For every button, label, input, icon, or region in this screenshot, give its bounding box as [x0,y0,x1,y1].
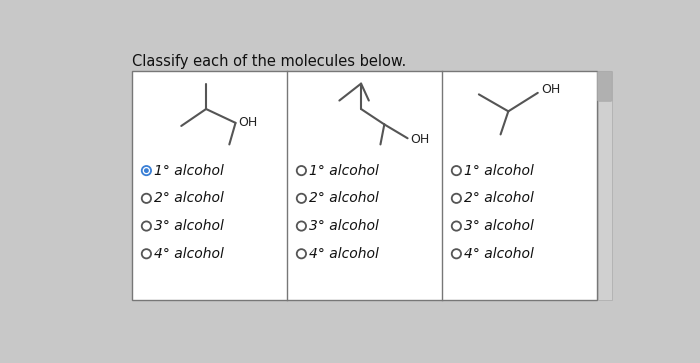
Text: 1° alcohol: 1° alcohol [154,164,224,178]
Circle shape [141,194,151,203]
Text: 4° alcohol: 4° alcohol [154,247,224,261]
Text: 3° alcohol: 3° alcohol [154,219,224,233]
Text: Classify each of the molecules below.: Classify each of the molecules below. [132,54,407,69]
Circle shape [141,249,151,258]
Text: 4° alcohol: 4° alcohol [464,247,534,261]
Circle shape [297,221,306,231]
Circle shape [141,166,151,175]
Text: 1° alcohol: 1° alcohol [309,164,379,178]
Text: 1° alcohol: 1° alcohol [464,164,534,178]
Circle shape [452,249,461,258]
Text: 2° alcohol: 2° alcohol [464,191,534,205]
Circle shape [144,168,149,173]
Bar [132,70,598,300]
FancyBboxPatch shape [598,71,612,101]
Text: 4° alcohol: 4° alcohol [309,247,379,261]
Circle shape [141,221,151,231]
Text: 2° alcohol: 2° alcohol [154,191,224,205]
Circle shape [297,194,306,203]
Circle shape [452,221,461,231]
Circle shape [452,194,461,203]
Text: 3° alcohol: 3° alcohol [309,219,379,233]
Text: OH: OH [239,115,258,129]
Circle shape [297,249,306,258]
Text: OH: OH [541,83,560,96]
Text: 3° alcohol: 3° alcohol [464,219,534,233]
Bar [598,70,612,300]
Circle shape [297,166,306,175]
Text: OH: OH [411,132,430,146]
Circle shape [452,166,461,175]
Text: 2° alcohol: 2° alcohol [309,191,379,205]
